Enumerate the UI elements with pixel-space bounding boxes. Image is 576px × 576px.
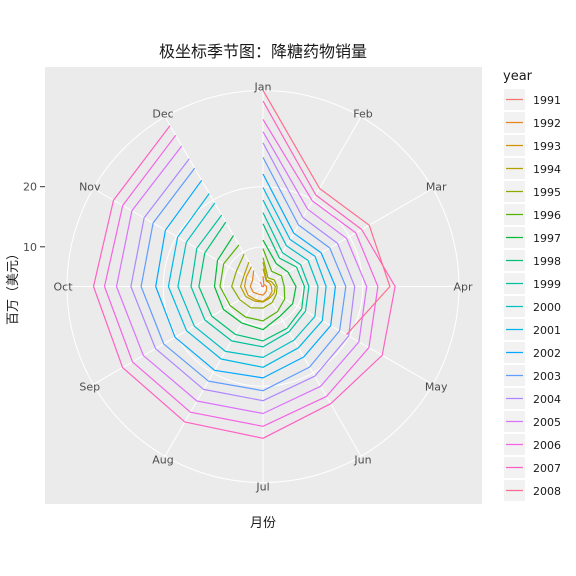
legend-label-2008: 2008 [533, 485, 561, 498]
chart-title: 极坐标季节图：降糖药物销量 [159, 42, 367, 61]
month-label-dec: Dec [152, 107, 173, 120]
legend-label-1992: 1992 [533, 117, 561, 130]
legend-label-2004: 2004 [533, 393, 561, 406]
series-line-1994 [240, 261, 276, 303]
legend-title: year [503, 69, 533, 84]
legend-label-1998: 1998 [533, 255, 561, 268]
month-labels: Jan Feb Mar Apr May Jun Jul Aug Sep Oct Nov Dec [53, 81, 473, 494]
month-label-aug: Aug [152, 454, 173, 467]
legend-label-2006: 2006 [533, 439, 561, 452]
month-label-feb: Feb [353, 107, 372, 120]
month-label-jul: Jul [255, 481, 269, 494]
month-label-jan: Jan [254, 81, 272, 94]
month-label-mar: Mar [426, 181, 447, 194]
legend-label-2001: 2001 [533, 324, 561, 337]
series-line-2000 [177, 199, 319, 358]
series-line-1997 [213, 235, 297, 331]
legend-label-1995: 1995 [533, 186, 561, 199]
grid-spoke-jun [262, 286, 362, 457]
grid-spoke-sep [93, 286, 264, 385]
legend-label-1991: 1991 [533, 94, 561, 107]
legend-label-2005: 2005 [533, 416, 561, 429]
legend-label-1996: 1996 [533, 209, 561, 222]
grid-spoke-mar [262, 188, 433, 287]
grid-spoke-may [262, 286, 433, 385]
series-line-1995 [231, 253, 278, 309]
legend-label-2000: 2000 [533, 301, 561, 314]
month-label-jun: Jun [353, 454, 371, 467]
series-line-1998 [198, 221, 305, 342]
series-line-1992 [249, 270, 268, 296]
month-label-may: May [425, 381, 448, 394]
series-lines [92, 90, 396, 439]
x-axis-title: 月份 [250, 516, 276, 531]
grid-spoke-aug [164, 286, 264, 457]
radial-ticks: 10 20 [23, 181, 45, 254]
series-line-2007 [92, 100, 396, 439]
month-label-sep: Sep [79, 381, 100, 394]
legend-label-1997: 1997 [533, 232, 561, 245]
legend-label-1993: 1993 [533, 140, 561, 153]
y-axis-title: 百万（美元） [6, 247, 21, 325]
legend-label-1999: 1999 [533, 278, 561, 291]
month-label-nov: Nov [79, 181, 101, 194]
series-line-1991 [259, 281, 265, 288]
grid-spoke-dec [164, 116, 264, 287]
r-tick-label-20: 20 [23, 181, 37, 194]
series-line-2003 [140, 157, 347, 392]
legend-label-2003: 2003 [533, 370, 561, 383]
series-line-1993 [244, 266, 273, 302]
series-line-1996 [219, 244, 286, 322]
month-label-oct: Oct [53, 281, 73, 294]
series-line-2006 [103, 119, 379, 427]
month-label-apr: Apr [453, 281, 473, 294]
series-line-2005 [115, 131, 368, 415]
series-line-2004 [130, 142, 356, 402]
series-line-1999 [190, 212, 310, 348]
legend: year 1991 1992 1993 1994 1995 1996 1997 1998 199… [503, 69, 561, 501]
legend-label-2007: 2007 [533, 462, 561, 475]
series-line-2001 [167, 187, 327, 368]
legend-label-2002: 2002 [533, 347, 561, 360]
r-tick-label-10: 10 [23, 241, 37, 254]
legend-label-1994: 1994 [533, 163, 561, 176]
series-line-2002 [155, 173, 336, 379]
